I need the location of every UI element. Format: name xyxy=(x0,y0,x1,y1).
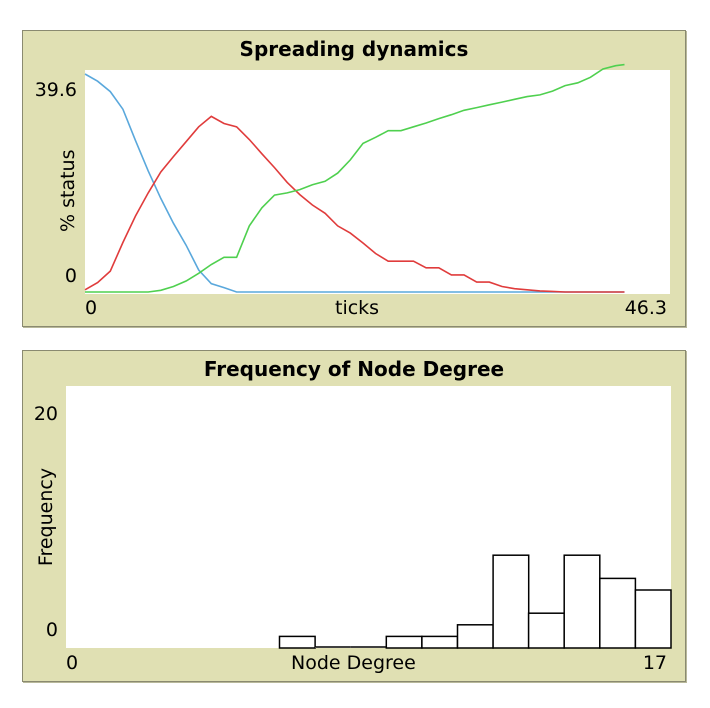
y-axis-label: % status xyxy=(57,149,79,232)
histogram-bar-13 xyxy=(527,612,565,649)
y-axis-label: Frequency xyxy=(35,467,57,567)
y-min-label: 0 xyxy=(45,619,58,641)
series-line-blue xyxy=(84,73,625,293)
series-line-red xyxy=(84,115,625,293)
x-min-label: 0 xyxy=(66,652,79,674)
y-min-label: 0 xyxy=(64,265,77,287)
x-max-label: 46.3 xyxy=(624,297,667,319)
node-degree-histogram: Frequency of Node Degree Frequency 20 0 … xyxy=(22,350,686,682)
histogram-bar-9 xyxy=(385,635,423,649)
histogram-bar-0 xyxy=(66,647,102,648)
plot-title: Spreading dynamics xyxy=(239,37,469,61)
histogram-bar-3 xyxy=(172,647,209,648)
histogram-svg xyxy=(66,554,672,649)
histogram-bar-5 xyxy=(243,647,280,648)
histogram-bar-10 xyxy=(421,635,459,649)
spreading-dynamics-plot: Spreading dynamics % status 39.6 0 0 tic… xyxy=(22,30,686,327)
x-axis-label: ticks xyxy=(335,297,380,319)
histogram-bar-4 xyxy=(208,647,244,648)
histogram-bar-14 xyxy=(563,554,601,649)
plot-area xyxy=(66,386,672,649)
series-line-green xyxy=(85,63,625,293)
plot-title: Frequency of Node Degree xyxy=(203,357,505,381)
histogram-bar-16 xyxy=(634,589,672,649)
y-max-label: 20 xyxy=(33,403,58,425)
histogram-bar-11 xyxy=(456,624,494,649)
histogram-bar-1 xyxy=(101,647,138,648)
plot-area xyxy=(84,63,670,294)
x-max-label: 17 xyxy=(642,652,667,674)
histogram-bar-6 xyxy=(278,635,316,649)
x-min-label: 0 xyxy=(85,297,98,319)
x-axis-label: Node Degree xyxy=(291,652,416,674)
histogram-bar-15 xyxy=(599,577,637,649)
histogram-bar-12 xyxy=(492,554,530,649)
line-chart-svg xyxy=(84,63,625,293)
histogram-bar-2 xyxy=(137,647,173,648)
y-max-label: 39.6 xyxy=(34,79,77,101)
